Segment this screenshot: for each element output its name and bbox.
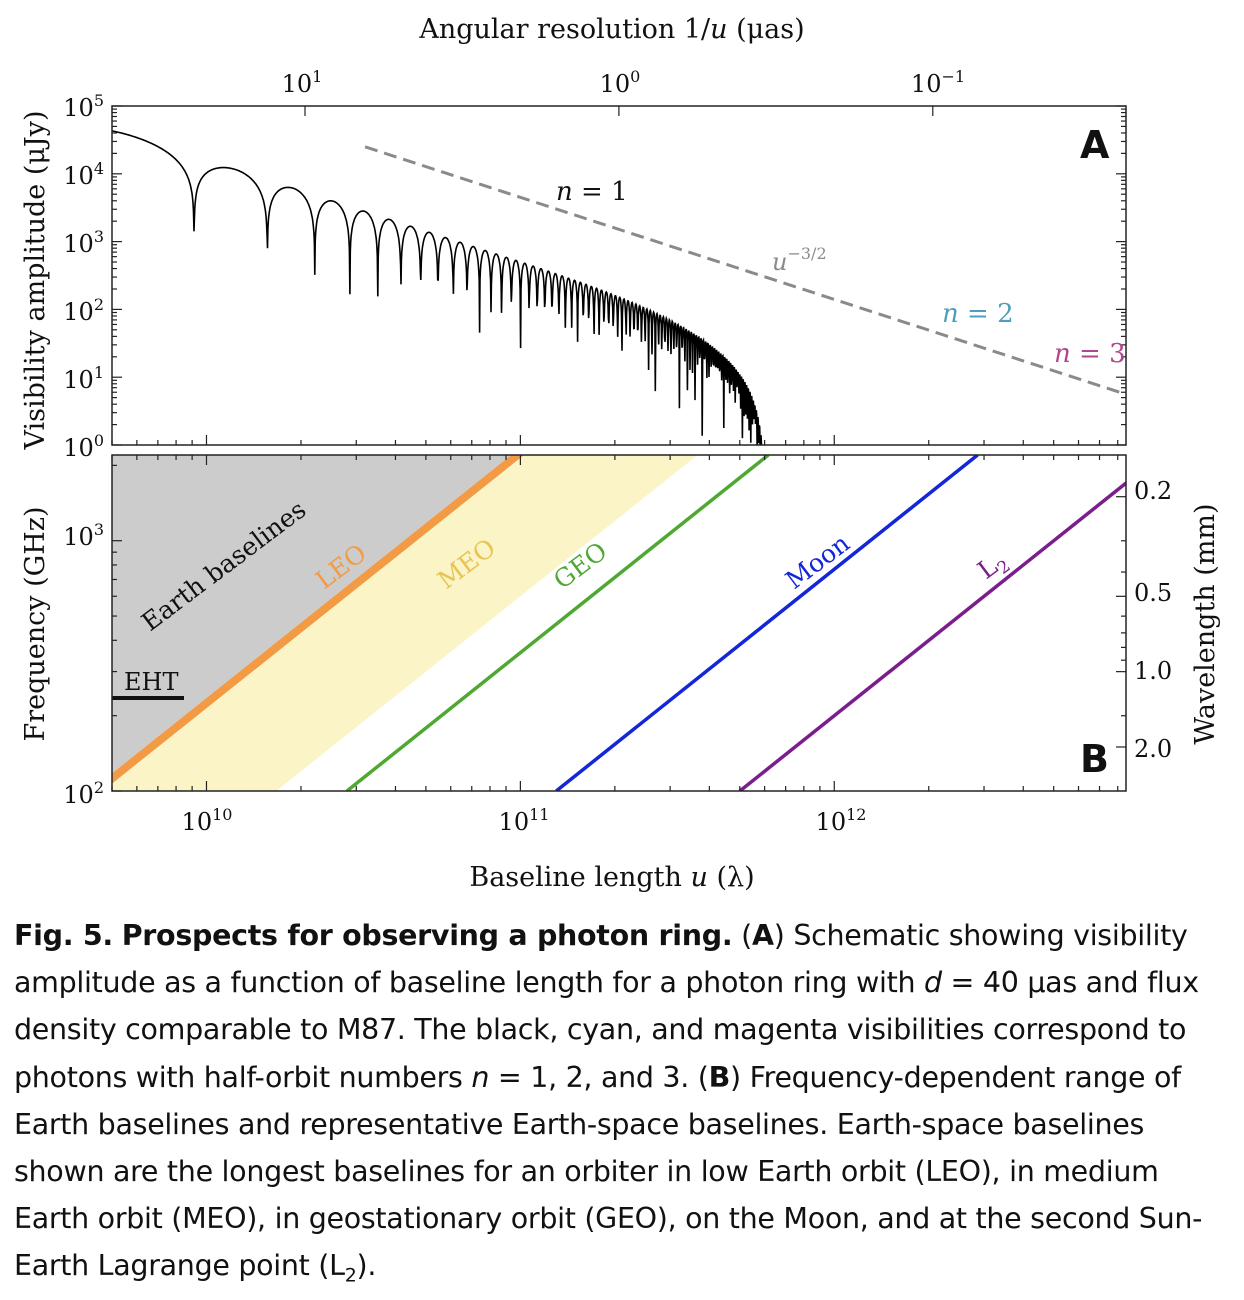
caption-fig-label: Fig. 5. bbox=[14, 919, 113, 952]
caption-tail: ). bbox=[356, 1249, 377, 1283]
y-tick-label-b-3: 103 bbox=[63, 520, 104, 551]
y-tick-label-a-3: 103 bbox=[63, 227, 104, 258]
y-tick-label-a-2: 102 bbox=[63, 295, 104, 326]
y-axis-label-b: Frequency (GHz) bbox=[20, 506, 51, 741]
right-tick-0.2: 0.2 bbox=[1134, 477, 1172, 505]
label-u-power: u−3/2 bbox=[772, 244, 827, 276]
caption-part-a-1: Schematic showing visibility amplitude a… bbox=[14, 919, 1188, 1000]
x-tick-label-12: 1012 bbox=[816, 805, 867, 836]
panel-a-plot-area bbox=[112, 130, 1124, 445]
y-tick-label-a-4: 104 bbox=[63, 159, 104, 190]
u-power-reference-line bbox=[364, 145, 1124, 395]
x-tick-label-11: 1011 bbox=[499, 805, 550, 836]
panel-a-frame bbox=[111, 105, 1127, 446]
meo-band bbox=[112, 455, 698, 791]
top-axis-label: Angular resolution 1/u (μas) bbox=[418, 14, 804, 45]
leo-band bbox=[112, 455, 525, 784]
label-eht: EHT bbox=[124, 668, 178, 696]
figure-caption: Fig. 5. Prospects for observing a photon… bbox=[14, 919, 1203, 1288]
panel-a: 105 104 103 102 101 100 101 100 10−1 Vis… bbox=[20, 67, 1127, 462]
caption-part-a-label: A bbox=[751, 919, 774, 952]
x-tick-label-10: 1010 bbox=[182, 805, 233, 836]
panel-label-a: A bbox=[1080, 123, 1110, 167]
panel-b-plot-area bbox=[112, 455, 1126, 791]
panel-b-ticks bbox=[111, 455, 1126, 792]
caption-part-a-3: = 1, 2, and 3. bbox=[489, 1060, 690, 1094]
geo-line bbox=[345, 455, 770, 791]
label-n1: n = 1 bbox=[556, 177, 628, 207]
caption-n-var: n bbox=[471, 1060, 490, 1094]
top-tick-label-m1: 10−1 bbox=[911, 67, 965, 98]
right-tick-2.0: 2.0 bbox=[1134, 735, 1172, 763]
earth-baselines-region bbox=[112, 455, 512, 791]
l2-line bbox=[738, 480, 1126, 791]
top-tick-label-0: 100 bbox=[600, 67, 641, 98]
y-tick-label-a-1: 101 bbox=[63, 363, 104, 394]
right-axis-label: Wavelength (mm) bbox=[1190, 503, 1221, 744]
right-tick-0.5: 0.5 bbox=[1134, 579, 1172, 607]
caption-title: Prospects for observing a photon ring. bbox=[121, 919, 733, 952]
right-tick-1.0: 1.0 bbox=[1134, 657, 1172, 685]
caption-part-b: Frequency-dependent range of Earth basel… bbox=[14, 1060, 1203, 1283]
series-n1-fill bbox=[112, 130, 763, 445]
label-n2: n = 2 bbox=[942, 299, 1014, 329]
panel-a-ticks bbox=[111, 105, 1126, 446]
y-tick-label-a-0: 100 bbox=[63, 431, 104, 462]
moon-line bbox=[555, 455, 979, 791]
figure: Angular resolution 1/u (μas) 105 104 103… bbox=[20, 14, 1221, 893]
panel-b-frame bbox=[111, 454, 1127, 792]
caption-part-a-2: = 40 μas and flux density comparable to … bbox=[14, 966, 1199, 1094]
label-n3: n = 3 bbox=[1054, 339, 1126, 369]
top-tick-label-1: 101 bbox=[282, 67, 323, 98]
x-axis-label: Baseline length u (λ) bbox=[469, 862, 754, 893]
y-tick-label-a-5: 105 bbox=[63, 91, 104, 122]
caption-d-var: d bbox=[924, 966, 942, 1000]
caption-sub-2: 2 bbox=[344, 1265, 357, 1288]
y-tick-label-b-2: 102 bbox=[63, 778, 104, 809]
panel-label-b: B bbox=[1080, 737, 1109, 781]
label-l2: L2 bbox=[972, 545, 1014, 589]
y-axis-label-a: Visibility amplitude (μJy) bbox=[20, 110, 51, 450]
panel-b: 103 102 1010 1011 1012 0.2 0.5 1.0 2.0 F… bbox=[20, 454, 1221, 893]
caption-part-b-label: B bbox=[708, 1060, 731, 1094]
series-n1-line bbox=[112, 130, 763, 445]
